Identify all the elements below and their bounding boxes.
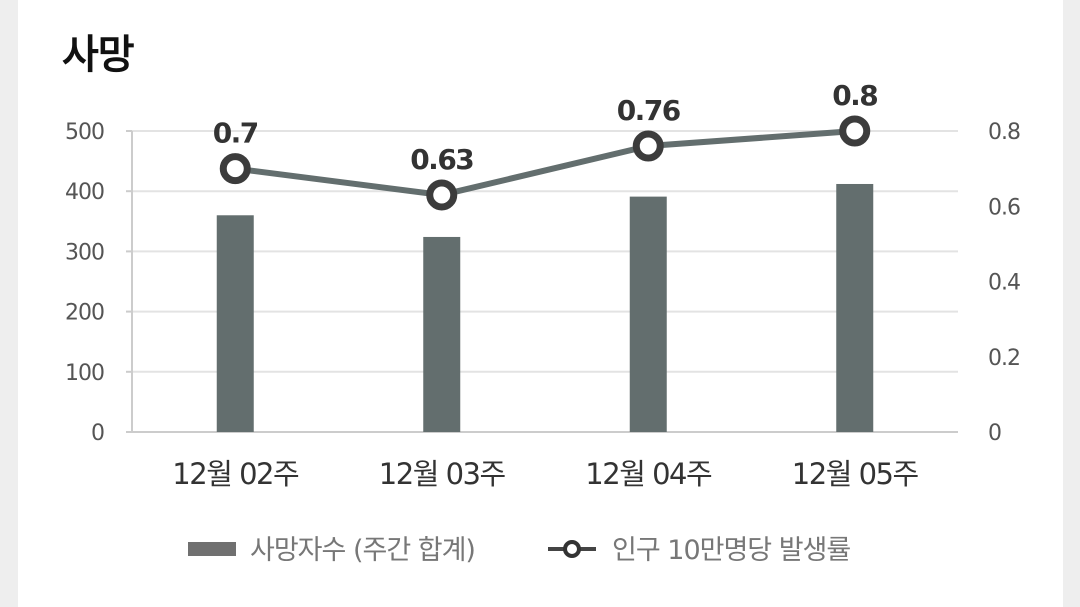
line-series: 0.7 0.63 0.76 0.8	[213, 79, 879, 211]
chart-card	[18, 0, 1063, 607]
left-tick-label: 500	[65, 120, 104, 145]
left-tick-label: 400	[65, 180, 104, 205]
bar	[629, 196, 667, 432]
bars	[216, 183, 874, 432]
chart-title: 사망	[62, 32, 135, 78]
line-point	[839, 115, 871, 147]
legend-line-marker	[563, 540, 581, 558]
bar	[423, 236, 461, 432]
right-tick-label: 0.8	[988, 120, 1020, 145]
grid-lines	[132, 130, 958, 373]
right-tick-label: 0	[988, 421, 1001, 446]
x-tick-label: 12월 04주	[585, 457, 712, 491]
bar	[216, 215, 254, 432]
left-tick-label: 100	[65, 361, 104, 386]
data-label: 0.7	[213, 117, 258, 150]
legend-line-label: 인구 10만명당 발생률	[612, 535, 850, 566]
right-tick-label: 0.6	[988, 195, 1020, 220]
x-tick-label: 12월 05주	[792, 457, 919, 491]
legend-bar-label: 사망자수 (주간 합계)	[250, 535, 475, 566]
legend: 사망자수 (주간 합계) 인구 10만명당 발생률	[188, 535, 851, 566]
axes	[126, 130, 958, 433]
tick-labels: 0 100 200 300 400 500 0 0.2 0.4 0.6 0.8 12월 02주 12월 …	[65, 120, 1021, 491]
data-label: 0.63	[410, 143, 473, 176]
right-tick-label: 0.4	[988, 271, 1020, 296]
line-point	[632, 130, 664, 162]
legend-bar-swatch	[188, 542, 236, 556]
x-tick-label: 12월 02주	[172, 457, 299, 491]
series-line	[234, 128, 855, 198]
data-label: 0.8	[832, 79, 877, 112]
left-tick-label: 0	[91, 421, 104, 446]
x-tick-label: 12월 03주	[379, 457, 506, 491]
line-point	[426, 179, 458, 211]
right-tick-label: 0.2	[988, 346, 1020, 371]
data-label: 0.76	[617, 94, 680, 127]
line-point	[219, 153, 251, 185]
left-tick-label: 200	[65, 301, 104, 326]
left-tick-label: 300	[65, 240, 104, 265]
bar	[836, 183, 874, 432]
